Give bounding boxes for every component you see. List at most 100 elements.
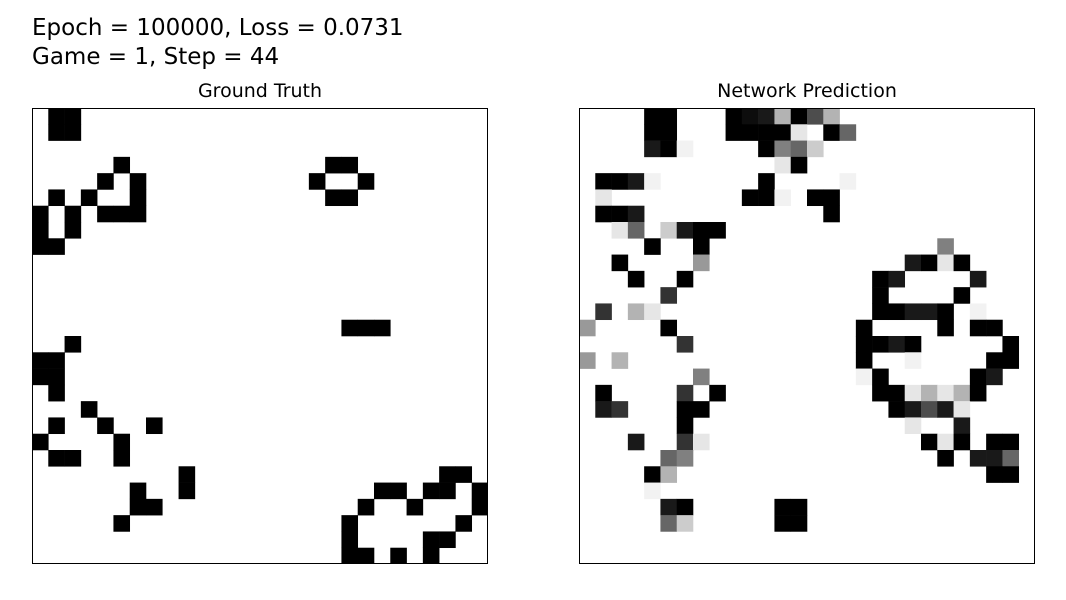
network-prediction-cell [823, 189, 840, 207]
ground-truth-cell [471, 482, 488, 500]
ground-truth-cell [32, 433, 49, 451]
network-prediction-cell [1002, 352, 1020, 369]
ground-truth-cell [341, 531, 359, 549]
network-prediction-cell [693, 401, 710, 418]
network-prediction-cell [823, 205, 840, 223]
ground-truth-cell [97, 173, 114, 190]
network-prediction-cell [872, 368, 889, 386]
network-prediction-cell [872, 336, 889, 353]
network-prediction-cell [709, 222, 726, 239]
ground-truth-cell [129, 189, 147, 207]
network-prediction-cell [969, 384, 987, 402]
figure-title-line1: Epoch = 100000, Loss = 0.0731 [32, 15, 404, 41]
ground-truth-cell [422, 547, 440, 564]
network-prediction-cell [644, 108, 661, 125]
ground-truth-cell [113, 205, 131, 223]
network-prediction-cell [953, 401, 971, 418]
ground-truth-cell [439, 466, 456, 483]
network-prediction-cell [823, 108, 840, 125]
network-prediction-cell [676, 433, 694, 451]
network-prediction-cell [644, 466, 661, 483]
ground-truth-cell [129, 173, 147, 190]
network-prediction-cell [1002, 336, 1020, 353]
network-prediction-cell [627, 205, 645, 223]
network-prediction-cell [774, 108, 792, 125]
ground-truth-cell [439, 482, 456, 500]
network-prediction-cell [888, 270, 906, 288]
network-prediction-cell [969, 319, 987, 337]
ground-truth-heatmap [32, 108, 488, 564]
network-prediction-cell [986, 352, 1003, 369]
ground-truth-cell [341, 515, 359, 532]
ground-truth-cell [129, 205, 147, 223]
figure-title-line2: Game = 1, Step = 44 [32, 44, 280, 70]
network-prediction-cell [872, 303, 889, 321]
network-prediction-cell [921, 303, 938, 321]
network-prediction-cell [774, 515, 792, 532]
network-prediction-cell [660, 124, 678, 141]
ground-truth-cell [113, 433, 131, 451]
ground-truth-cell [357, 498, 375, 516]
network-prediction-cell [904, 254, 922, 272]
ground-truth-cell [422, 482, 440, 500]
ground-truth-cell [32, 368, 49, 386]
network-prediction-cell [904, 303, 922, 321]
network-prediction-cell [986, 368, 1003, 386]
network-prediction-cell [921, 401, 938, 418]
ground-truth-cell [113, 515, 131, 532]
ground-truth-cell [422, 531, 440, 549]
network-prediction-cell [937, 401, 954, 418]
network-prediction-cell [611, 173, 629, 190]
network-prediction-cell [1002, 466, 1020, 483]
network-prediction-cell [676, 515, 694, 532]
network-prediction-cell [725, 124, 743, 141]
network-prediction-cell [888, 336, 906, 353]
network-prediction-cell [790, 140, 808, 158]
ground-truth-cell [48, 384, 65, 402]
ground-truth-cell [97, 417, 114, 435]
ground-truth-cell [64, 124, 82, 141]
ground-truth-cell [64, 336, 82, 353]
network-prediction-cell [953, 384, 971, 402]
network-prediction-cell [758, 108, 775, 125]
network-prediction-cell [676, 417, 694, 435]
network-prediction-cell [953, 254, 971, 272]
ground-truth-cell [64, 108, 82, 125]
network-prediction-cell [676, 140, 694, 158]
ground-truth-cell [178, 466, 196, 483]
network-prediction-cell [1002, 450, 1020, 467]
network-prediction-cell [937, 303, 954, 321]
network-prediction-cell [644, 238, 661, 255]
network-prediction-cell [627, 303, 645, 321]
network-prediction-cell [660, 222, 678, 239]
network-prediction-cell [969, 368, 987, 386]
network-prediction-cell [660, 450, 678, 467]
ground-truth-cell [390, 547, 407, 564]
network-prediction-cell [627, 433, 645, 451]
network-prediction-heatmap [579, 108, 1035, 564]
network-prediction-cell [611, 222, 629, 239]
network-prediction-cell [676, 450, 694, 467]
network-prediction-cell [937, 384, 954, 402]
ground-truth-cell [48, 108, 65, 125]
ground-truth-cell [64, 205, 82, 223]
ground-truth-title: Ground Truth [197, 80, 323, 102]
network-prediction-cell [790, 108, 808, 125]
ground-truth-cell [48, 189, 65, 207]
ground-truth-cell [178, 482, 196, 500]
ground-truth-cell [48, 238, 65, 255]
network-prediction-cell [790, 124, 808, 141]
network-prediction-cell [953, 433, 971, 451]
ground-truth-cell [374, 482, 391, 500]
network-prediction-cell [921, 254, 938, 272]
network-prediction-cell [660, 140, 678, 158]
network-prediction-cell [839, 124, 857, 141]
network-prediction-cell [790, 156, 808, 174]
network-prediction-cell [921, 433, 938, 451]
network-prediction-cell [595, 205, 612, 223]
network-prediction-cell [774, 156, 792, 174]
ground-truth-cell [48, 124, 65, 141]
network-prediction-cell [969, 303, 987, 321]
ground-truth-cell [308, 173, 326, 190]
network-prediction-cell [627, 173, 645, 190]
